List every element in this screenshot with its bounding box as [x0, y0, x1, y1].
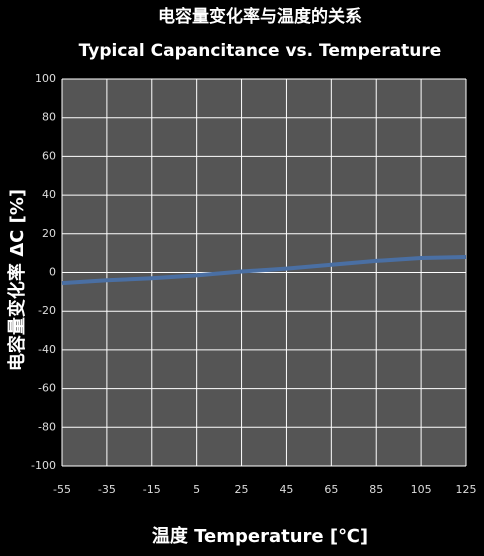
x-tick-label: 85	[369, 483, 383, 496]
x-tick-label: 25	[235, 483, 249, 496]
x-tick-label: -35	[98, 483, 116, 496]
x-tick-label: -15	[143, 483, 161, 496]
y-tick-label: -80	[38, 420, 56, 433]
chart-subtitle: Typical Capancitance vs. Temperature	[79, 41, 442, 61]
x-tick-label: 105	[411, 483, 432, 496]
y-tick-label: 100	[35, 72, 56, 85]
x-tick-label: 45	[279, 483, 293, 496]
y-tick-label: 20	[42, 227, 56, 240]
x-axis-label: 温度 Temperature [℃]	[152, 525, 368, 547]
y-tick-label: -20	[38, 304, 56, 317]
x-tick-label: 5	[193, 483, 200, 496]
y-tick-label: 40	[42, 188, 56, 201]
y-tick-label: 80	[42, 111, 56, 124]
x-tick-label: 65	[324, 483, 338, 496]
y-tick-label: -40	[38, 343, 56, 356]
y-tick-label: 60	[42, 149, 56, 162]
x-tick-label: -55	[53, 483, 71, 496]
y-tick-label: -60	[38, 382, 56, 395]
y-tick-label: -100	[31, 459, 56, 472]
y-tick-label: 0	[49, 266, 56, 279]
data-line	[61, 255, 467, 286]
chart-title: 电容量变化率与温度的关系	[158, 6, 362, 27]
y-axis-label: 电容量变化率 ΔC [%]	[6, 189, 28, 371]
x-tick-label: 125	[456, 483, 477, 496]
